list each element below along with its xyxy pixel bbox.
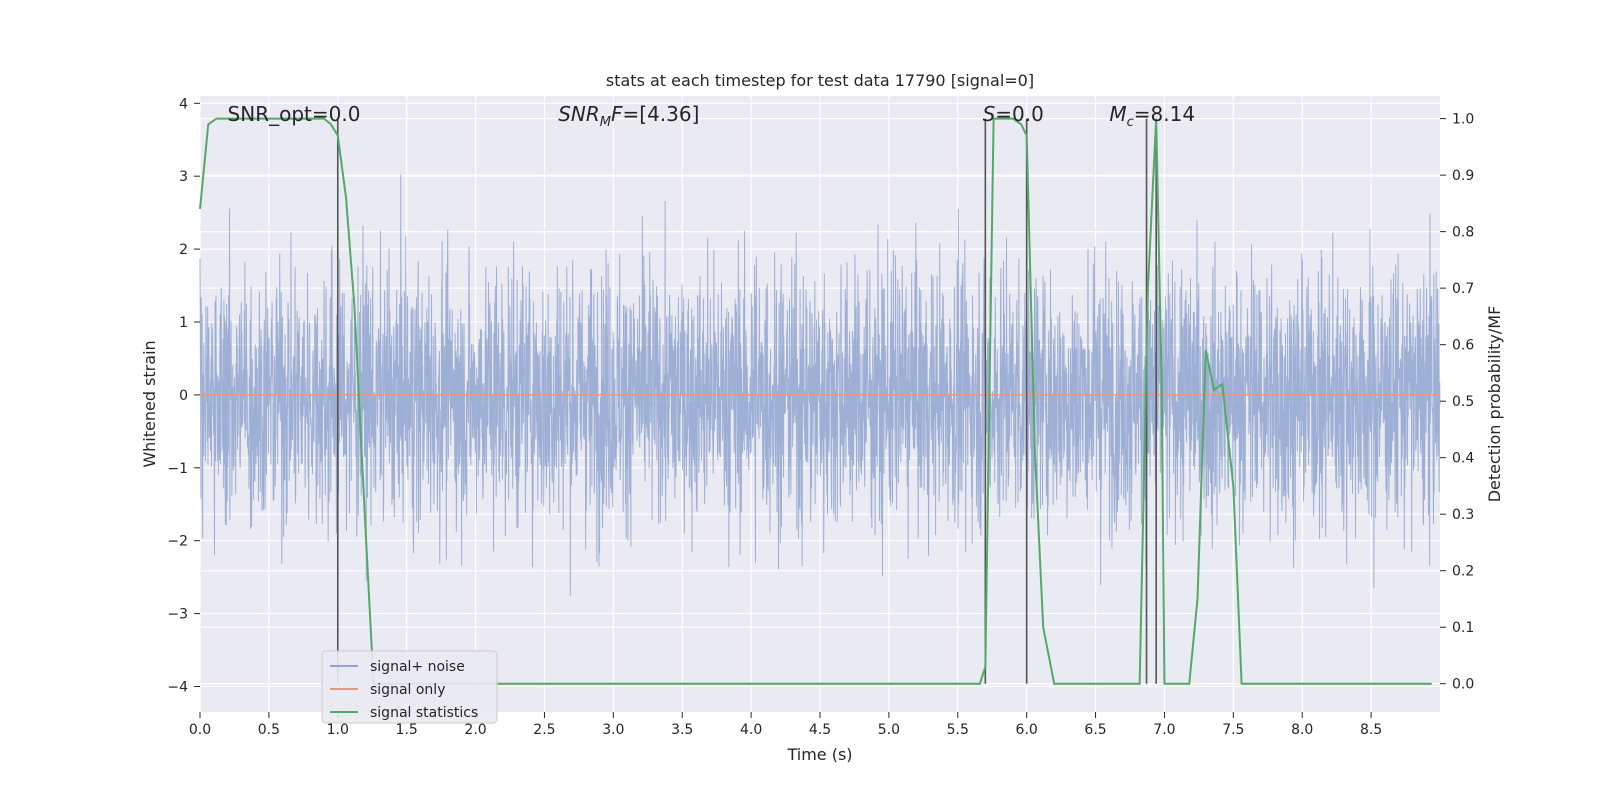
x-tick-label: 5.0 bbox=[878, 722, 900, 738]
y2-tick-label: 0.3 bbox=[1452, 507, 1474, 523]
y2-tick-label: 0.0 bbox=[1452, 677, 1474, 693]
y-tick-label: 1 bbox=[179, 315, 188, 331]
y2-tick-label: 1.0 bbox=[1452, 112, 1474, 128]
x-tick-label: 0.0 bbox=[189, 722, 211, 738]
x-tick-label: 6.0 bbox=[1016, 722, 1038, 738]
y-tick-label: 0 bbox=[179, 388, 188, 404]
series-signal-noise bbox=[199, 174, 1441, 596]
x-tick-label: 3.5 bbox=[671, 722, 693, 738]
y-axis-label: Whitened strain bbox=[140, 340, 159, 467]
x-axis-label: Time (s) bbox=[786, 745, 852, 764]
x-tick-label: 8.0 bbox=[1291, 722, 1313, 738]
signal-noise-line bbox=[199, 174, 1441, 596]
y2-axis-label: Detection probability/MF bbox=[1485, 306, 1504, 503]
y-tick-label: −3 bbox=[167, 607, 188, 623]
y-tick-label: −2 bbox=[167, 534, 188, 550]
legend-label: signal+ noise bbox=[370, 659, 465, 675]
chart-title: stats at each timestep for test data 177… bbox=[606, 71, 1034, 90]
x-tick-label: 8.5 bbox=[1360, 722, 1382, 738]
x-tick-label: 1.0 bbox=[327, 722, 349, 738]
tick-labels: 0.0 0.5 1.0 1.5 2.0 2.5 3.0 3.5 4.0 4.5 5.0 5.5 6.0 6… bbox=[167, 96, 1474, 738]
legend: signal+ noise signal only signal statistic… bbox=[321, 650, 498, 724]
annotation: S=0.0 bbox=[983, 102, 1044, 126]
signal-statistics-line bbox=[199, 117, 1432, 685]
legend-box bbox=[321, 650, 498, 724]
x-tick-label: 7.0 bbox=[1153, 722, 1175, 738]
x-tick-label: 2.0 bbox=[464, 722, 486, 738]
x-tick-label: 0.5 bbox=[258, 722, 280, 738]
y2-tick-label: 0.7 bbox=[1452, 281, 1474, 297]
y-tick-label: −1 bbox=[167, 461, 188, 477]
y2-tick-label: 0.5 bbox=[1452, 394, 1474, 410]
x-tick-label: 2.5 bbox=[533, 722, 555, 738]
x-tick-label: 4.5 bbox=[809, 722, 831, 738]
y-tick-label: −4 bbox=[167, 679, 188, 695]
x-tick-label: 6.5 bbox=[1084, 722, 1106, 738]
y2-tick-label: 0.1 bbox=[1452, 620, 1474, 636]
x-tick-label: 1.5 bbox=[396, 722, 418, 738]
legend-label: signal statistics bbox=[370, 705, 478, 721]
y2-tick-label: 0.2 bbox=[1452, 564, 1474, 580]
y2-tick-label: 0.8 bbox=[1452, 225, 1474, 241]
y-tick-label: 3 bbox=[179, 169, 188, 185]
x-tick-label: 5.5 bbox=[947, 722, 969, 738]
legend-label: signal only bbox=[370, 682, 445, 698]
annotation: SNRMF=[4.36] bbox=[558, 102, 699, 130]
y-tick-label: 4 bbox=[179, 96, 188, 112]
y2-tick-label: 0.9 bbox=[1452, 168, 1474, 184]
annotation: Mc=8.14 bbox=[1109, 102, 1195, 130]
x-tick-label: 3.0 bbox=[602, 722, 624, 738]
x-tick-label: 4.0 bbox=[740, 722, 762, 738]
annotation: SNR_opt=0.0 bbox=[228, 102, 361, 126]
y2-tick-label: 0.6 bbox=[1452, 338, 1474, 354]
y-tick-label: 2 bbox=[179, 242, 188, 258]
annotations: SNR_opt=0.0 SNRMF=[4.36] S=0.0 Mc=8.14 bbox=[228, 102, 1195, 130]
x-tick-label: 7.5 bbox=[1222, 722, 1244, 738]
series-signal-statistics bbox=[199, 117, 1432, 685]
y2-tick-label: 0.4 bbox=[1452, 451, 1474, 467]
